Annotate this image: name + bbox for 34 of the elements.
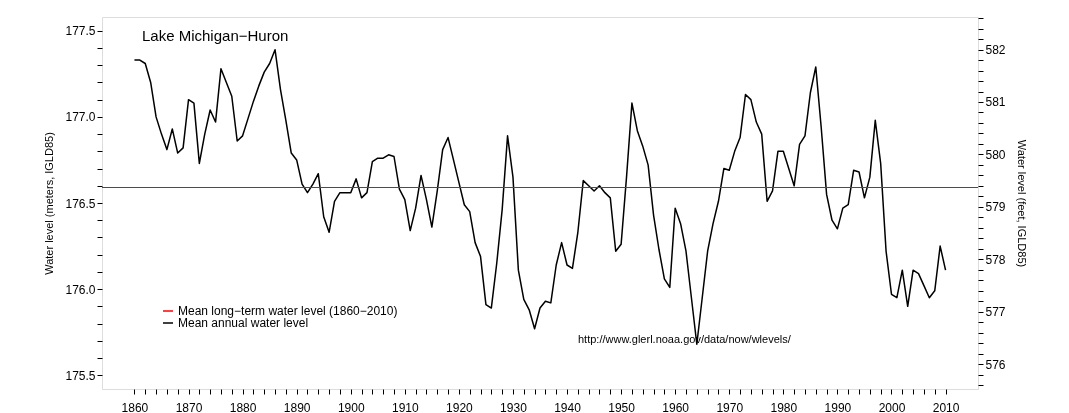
- x-tick-label: 1870: [175, 400, 203, 413]
- x-tick-label: 2010: [932, 400, 960, 413]
- x-tick-label: 1970: [716, 400, 744, 413]
- x-tick-label: 1990: [824, 400, 852, 413]
- y-tick-label: 176.0: [65, 282, 96, 297]
- x-tick-label: 1940: [554, 400, 582, 413]
- x-tick-label: 1960: [662, 400, 690, 413]
- y2-tick-label: 578: [985, 252, 1006, 267]
- x-tick-label: 1860: [121, 400, 149, 413]
- x-tick-label: 1910: [391, 400, 419, 413]
- y2-tick-label: 582: [985, 43, 1006, 58]
- y2-tick-label: 579: [985, 200, 1006, 215]
- y-tick-label: 175.5: [65, 368, 96, 383]
- y-tick-label: 177.0: [65, 110, 96, 125]
- y-tick-label: 177.5: [65, 24, 96, 39]
- y2-tick-label: 580: [985, 147, 1006, 162]
- y2-axis-title: Water level (feet, IGLD85): [1015, 139, 1028, 268]
- legend-label: Mean long−term water level (1860−2010): [178, 304, 398, 318]
- x-tick-label: 1950: [608, 400, 636, 413]
- y-tick-label: 176.5: [65, 196, 96, 211]
- x-tick-label: 1900: [337, 400, 365, 413]
- line-series: [133, 48, 947, 345]
- x-tick-label: 1930: [500, 400, 528, 413]
- x-tick-label: 1890: [283, 400, 311, 413]
- x-tick-label: 2000: [878, 400, 906, 413]
- x-tick-label: 1920: [446, 400, 474, 413]
- x-tick-label: 1980: [770, 400, 798, 413]
- y2-tick-label: 577: [985, 305, 1006, 320]
- x-tick-label: 1880: [229, 400, 257, 413]
- y2-tick-label: 576: [985, 357, 1006, 372]
- text: Lake Michigan−Huron: [142, 27, 289, 44]
- legend-label: Mean annual water level: [178, 316, 309, 330]
- y-axis-title: Water level (meters, IGLD85): [43, 132, 56, 275]
- y2-tick-label: 581: [985, 95, 1006, 110]
